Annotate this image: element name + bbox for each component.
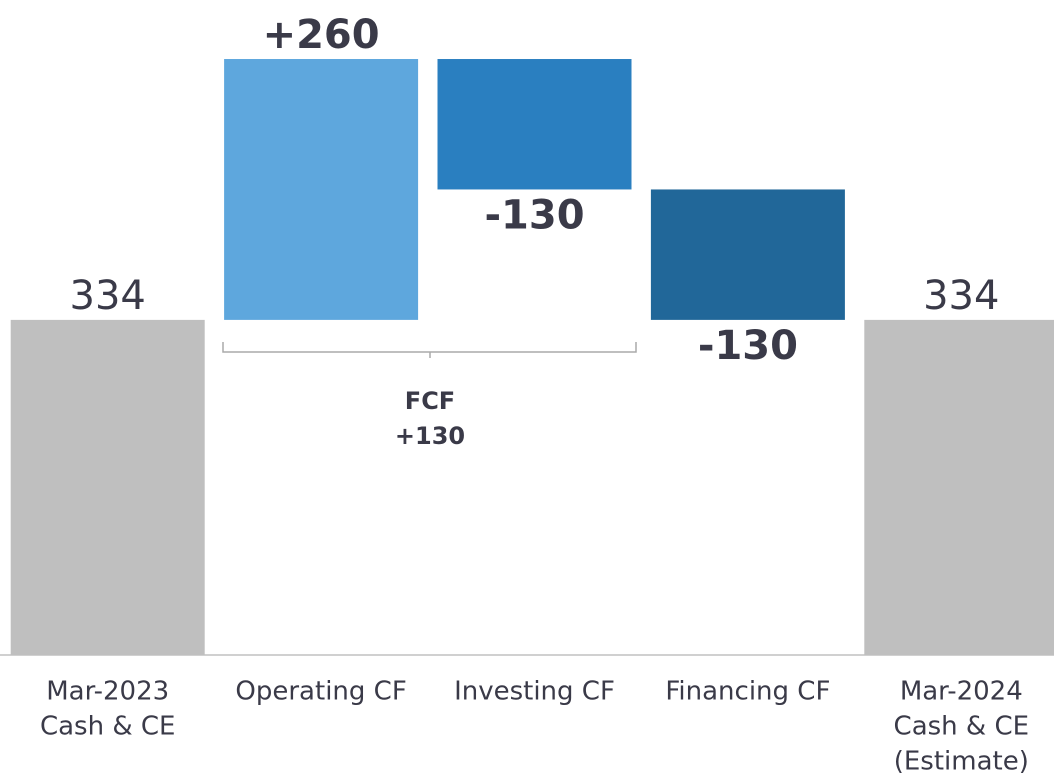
fcf-value: +130 [395, 422, 465, 450]
value-label: +260 [263, 12, 380, 58]
bar [650, 189, 845, 320]
x-tick-label: Mar-2024 [900, 677, 1023, 707]
x-tick-label: Operating CF [235, 677, 406, 707]
fcf-bracket [222, 342, 637, 358]
x-tick-label: Cash & CE [40, 712, 176, 742]
value-label: 334 [923, 273, 999, 319]
value-label: -130 [484, 192, 584, 238]
bar [864, 319, 1054, 655]
fcf-label: FCF [405, 387, 455, 415]
x-tick-label: (Estimate) [894, 747, 1029, 777]
bar [224, 59, 419, 320]
x-tick-label: Investing CF [454, 677, 615, 707]
x-tick-label: Cash & CE [894, 712, 1030, 742]
bar [437, 59, 632, 190]
value-label: -130 [698, 323, 798, 369]
x-tick-label: Mar-2023 [46, 677, 169, 707]
bar [10, 319, 205, 655]
value-label: 334 [70, 273, 146, 319]
x-tick-label: Financing CF [665, 677, 830, 707]
